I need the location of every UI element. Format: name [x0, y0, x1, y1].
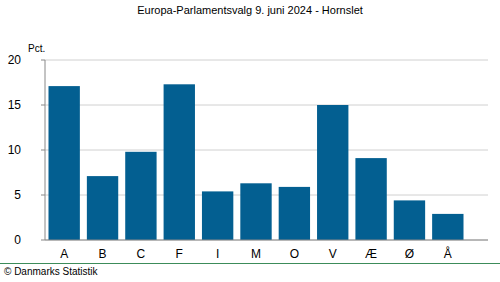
- y-tick-label: 10: [8, 143, 22, 157]
- chart-svg: Europa-Parlamentsvalg 9. juni 2024 - Hor…: [0, 0, 500, 282]
- y-tick-label: 15: [8, 98, 22, 112]
- bar: [49, 86, 80, 240]
- grid-line: [45, 60, 488, 61]
- x-axis-line: [45, 240, 488, 241]
- title: Europa-Parlamentsvalg 9. juni 2024 - Hor…: [137, 4, 363, 16]
- x-tick-label: I: [216, 247, 219, 261]
- bar: [164, 84, 195, 240]
- bar: [87, 176, 118, 240]
- tick-mark: [41, 60, 45, 61]
- y-axis-line: [45, 60, 46, 240]
- tick-mark: [41, 195, 45, 196]
- bar: [125, 152, 156, 240]
- footer-rule: [0, 263, 500, 264]
- bars: [49, 84, 464, 240]
- grid-line: [45, 150, 488, 151]
- grid-line: [45, 105, 488, 106]
- bar: [432, 214, 463, 240]
- bar: [202, 191, 233, 240]
- y-tick-label: 5: [14, 188, 21, 202]
- x-tick-label: V: [329, 247, 337, 261]
- bar: [394, 200, 425, 240]
- x-tick-label: Ø: [405, 247, 414, 261]
- tick-mark: [41, 240, 45, 241]
- chart-root: Europa-Parlamentsvalg 9. juni 2024 - Hor…: [0, 0, 500, 282]
- x-tick-label: M: [251, 247, 261, 261]
- y-tick-label: 20: [8, 53, 22, 67]
- x-tick-label: F: [176, 247, 183, 261]
- x-tick-label: O: [290, 247, 299, 261]
- y-axis-label: Pct.: [28, 43, 45, 54]
- source: © Danmarks Statistik: [4, 266, 99, 277]
- bar: [355, 158, 386, 240]
- bar: [317, 105, 348, 240]
- bar: [240, 183, 271, 240]
- tick-mark: [41, 105, 45, 106]
- tick-mark: [41, 150, 45, 151]
- y-tick-label: 0: [14, 233, 21, 247]
- x-tick-label: C: [137, 247, 146, 261]
- x-tick-label: Å: [444, 246, 452, 261]
- x-tick-label: Æ: [365, 247, 377, 261]
- x-tick-label: B: [99, 247, 107, 261]
- bar: [279, 187, 310, 240]
- x-tick-label: A: [60, 247, 68, 261]
- grid-line: [45, 240, 488, 241]
